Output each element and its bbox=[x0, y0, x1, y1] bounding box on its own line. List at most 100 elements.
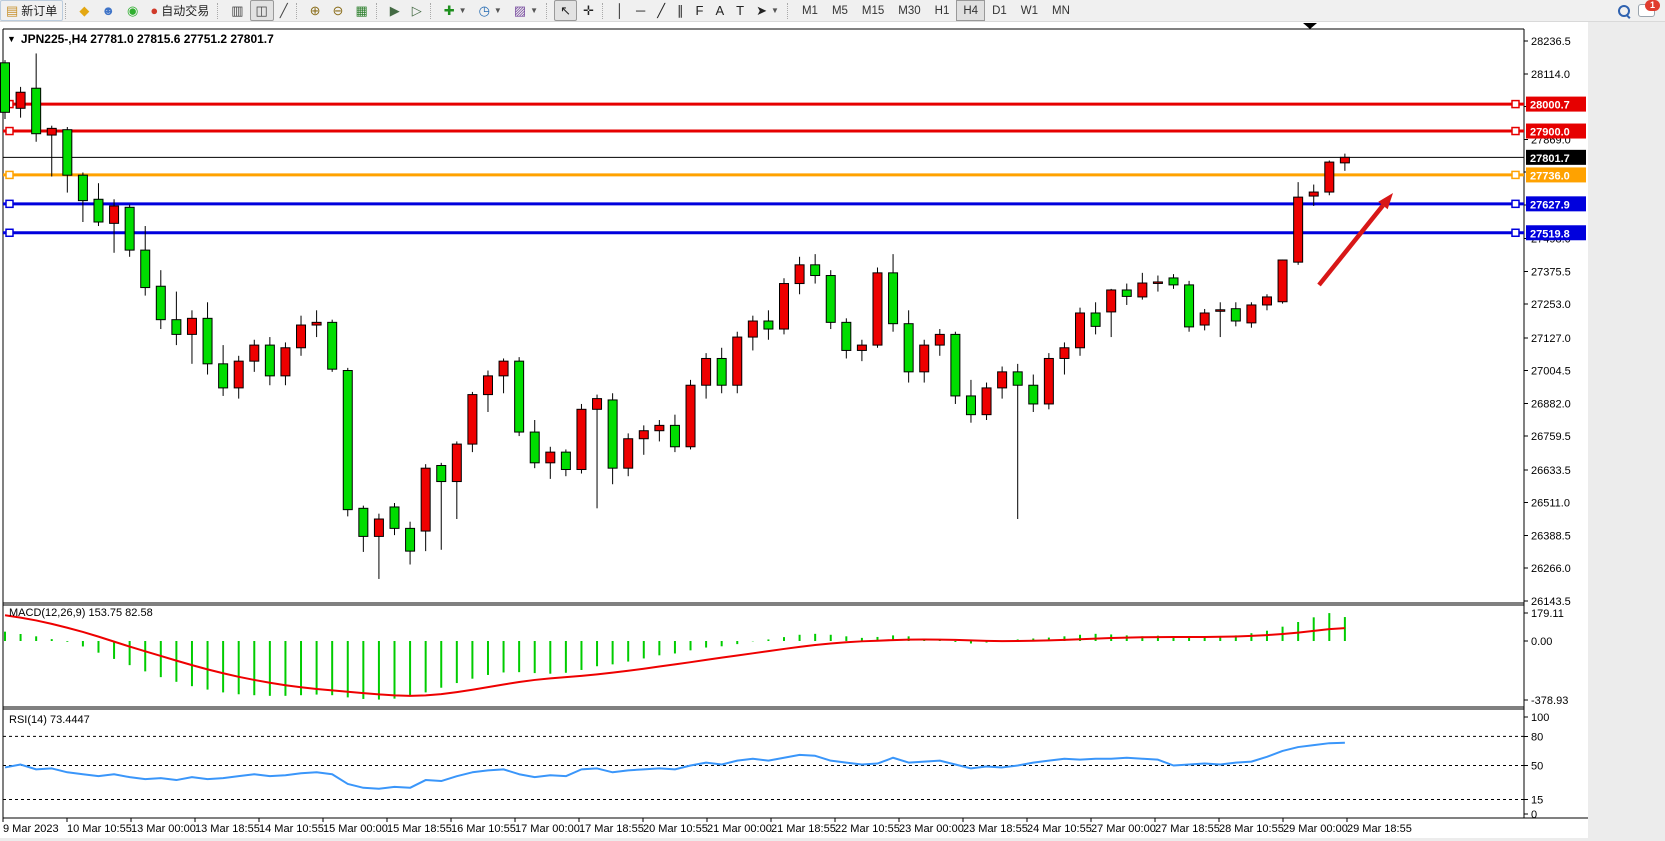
zoom-in-icon: ⊕ bbox=[309, 3, 321, 18]
periods-button[interactable]: ◷ ▼ bbox=[473, 0, 508, 21]
chevron-down-icon[interactable]: ▼ bbox=[458, 6, 467, 15]
zoom-out-button[interactable]: ⊖ bbox=[327, 0, 350, 21]
level-start-marker[interactable] bbox=[5, 228, 14, 238]
candle-body bbox=[965, 395, 976, 416]
rsi-line bbox=[4, 741, 1345, 790]
candle-body bbox=[1106, 289, 1117, 313]
timeframe-mn-button[interactable]: MN bbox=[1052, 4, 1070, 17]
timeframe-d1-button[interactable]: D1 bbox=[992, 4, 1007, 17]
candle-body bbox=[1028, 384, 1039, 405]
auto-scroll-button[interactable]: ▶ bbox=[384, 0, 406, 21]
candle-body bbox=[1215, 309, 1226, 312]
candle-body bbox=[1293, 196, 1304, 263]
timeframe-h1-button[interactable]: H1 bbox=[934, 4, 950, 17]
trend-arrow-head[interactable] bbox=[1378, 193, 1393, 210]
time-label: 20 Mar 10:55 bbox=[643, 823, 708, 835]
notifications-icon[interactable]: 1 bbox=[1638, 0, 1660, 17]
candle-body bbox=[592, 398, 603, 410]
candle-body bbox=[249, 344, 260, 362]
level-end-marker[interactable] bbox=[1511, 199, 1520, 209]
toolbar-separator bbox=[546, 2, 552, 19]
level-end-marker[interactable] bbox=[1511, 99, 1520, 109]
trend-arrow-shaft[interactable] bbox=[1317, 204, 1385, 287]
candle-body bbox=[950, 333, 961, 397]
tile-windows-button[interactable]: ▦ bbox=[349, 0, 373, 21]
text-button[interactable]: A bbox=[710, 0, 731, 21]
right-filler-panel bbox=[1588, 21, 1665, 841]
trendline-button[interactable]: ╱ bbox=[651, 0, 671, 21]
time-label: 13 Mar 18:55 bbox=[195, 823, 260, 835]
toolbar-group: ▥ ◫ ╱ bbox=[225, 0, 293, 21]
candle-body bbox=[1308, 191, 1319, 197]
label-button[interactable]: T bbox=[730, 0, 750, 21]
fibonacci-icon: F bbox=[695, 3, 704, 18]
timeframe-m1-button[interactable]: M1 bbox=[801, 4, 818, 17]
zoom-in-button[interactable]: ⊕ bbox=[304, 0, 327, 21]
channel-button[interactable]: ∥ bbox=[671, 0, 690, 21]
crosshair-icon: ✛ bbox=[582, 3, 594, 18]
timeframe-w1-button[interactable]: W1 bbox=[1020, 4, 1039, 17]
label-icon: T bbox=[736, 3, 745, 18]
timeframe-h4-button[interactable]: H4 bbox=[956, 0, 986, 21]
level-start-marker[interactable] bbox=[5, 170, 14, 180]
hline-button[interactable]: ─ bbox=[630, 0, 651, 21]
price-tick-label: 26266.0 bbox=[1531, 563, 1571, 575]
chevron-down-icon[interactable]: ▼ bbox=[530, 6, 539, 15]
level-end-marker[interactable] bbox=[1511, 126, 1520, 136]
chevron-down-icon[interactable]: ▼ bbox=[771, 6, 779, 15]
level-start-marker[interactable] bbox=[5, 126, 14, 136]
candle-body bbox=[856, 344, 867, 351]
signal-icon[interactable]: ◉ bbox=[121, 0, 144, 21]
candle-body bbox=[560, 451, 571, 471]
candle-body bbox=[701, 357, 712, 386]
level-end-marker[interactable] bbox=[1511, 170, 1520, 180]
signal-icon-icon: ◉ bbox=[127, 3, 139, 18]
toolbar-separator bbox=[375, 2, 382, 19]
line-chart-button[interactable]: ╱ bbox=[274, 0, 294, 21]
indicators-button[interactable]: ✚ ▼ bbox=[438, 0, 473, 21]
candle-body bbox=[124, 206, 135, 251]
vline-button[interactable]: │ bbox=[610, 0, 630, 21]
price-tick-label: 28236.5 bbox=[1531, 36, 1571, 48]
candle-body bbox=[1261, 296, 1272, 306]
profile-icon[interactable]: ☻ bbox=[95, 0, 121, 21]
arrows-button[interactable]: ➤ ▼ bbox=[750, 0, 785, 21]
fibonacci-button[interactable]: F bbox=[690, 0, 710, 21]
crosshair-button[interactable]: ✛ bbox=[577, 0, 600, 21]
candle-body bbox=[62, 129, 73, 176]
time-label: 9 Mar 2023 bbox=[3, 823, 59, 835]
new-order-button-label: 新订单 bbox=[21, 4, 58, 18]
templates-button[interactable]: ▨ ▼ bbox=[508, 0, 544, 21]
chart-shift-marker[interactable] bbox=[1303, 23, 1317, 29]
time-label: 21 Mar 18:55 bbox=[771, 823, 836, 835]
chart-shift-button[interactable]: ▷ bbox=[406, 0, 428, 21]
candle-body bbox=[623, 438, 634, 469]
timeframe-m5-button[interactable]: M5 bbox=[831, 4, 848, 17]
vline-icon: │ bbox=[615, 3, 624, 18]
chart-header[interactable]: ▼ JPN225-,H4 27781.0 27815.6 27751.2 278… bbox=[7, 32, 274, 46]
toolbar-group: │ ─ ╱ ∥ F A T ➤ ▼ bbox=[610, 0, 785, 21]
bar-chart-icon: ▥ bbox=[231, 3, 244, 18]
rsi-tick-label: 15 bbox=[1531, 794, 1543, 806]
timeframe-m15-button[interactable]: M15 bbox=[861, 4, 885, 17]
market-watch-icon[interactable]: ◆ bbox=[73, 0, 95, 21]
search-icon[interactable] bbox=[1618, 4, 1631, 19]
candlestick-chart-button[interactable]: ◫ bbox=[249, 0, 274, 21]
new-order-button[interactable]: ▤ 新订单 bbox=[0, 0, 64, 21]
timeframe-m30-button[interactable]: M30 bbox=[898, 4, 921, 17]
rsi-tick-label: 50 bbox=[1531, 761, 1543, 773]
candle-body bbox=[171, 319, 182, 335]
level-start-marker[interactable] bbox=[5, 199, 14, 209]
level-end-marker[interactable] bbox=[1511, 228, 1520, 238]
channel-icon: ∥ bbox=[677, 3, 684, 18]
chart-shift-icon: ▷ bbox=[411, 3, 422, 18]
toolbar-group: ◆ ☻ ◉ ● 自动交易 bbox=[73, 0, 215, 21]
candle-body bbox=[888, 272, 899, 325]
bar-chart-button[interactable]: ▥ bbox=[225, 0, 249, 21]
cursor-button[interactable]: ↖ bbox=[554, 0, 577, 21]
chevron-down-icon[interactable]: ▼ bbox=[493, 6, 502, 15]
collapse-triangle-icon[interactable]: ▼ bbox=[7, 34, 16, 44]
new-order-icon: ▤ bbox=[6, 3, 19, 18]
autotrade-button[interactable]: ● 自动交易 bbox=[144, 0, 215, 21]
